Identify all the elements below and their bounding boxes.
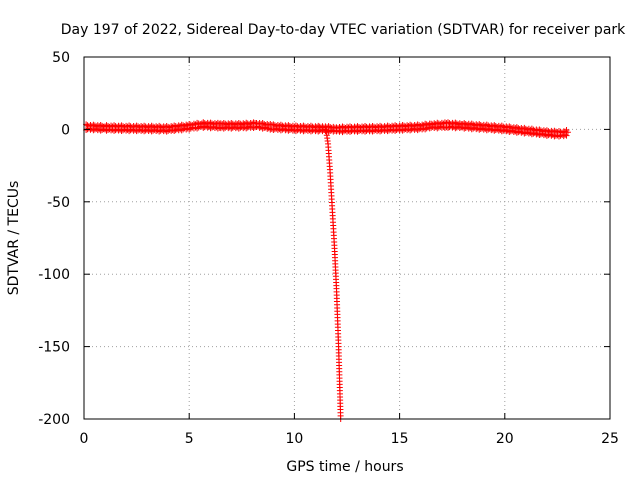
data-point-marker (447, 123, 454, 130)
plot-frame (83, 56, 611, 420)
data-point-marker (93, 125, 100, 132)
data-point-marker (210, 123, 217, 130)
chart-title: Day 197 of 2022, Sidereal Day-to-day VTE… (61, 22, 626, 38)
data-point-marker (250, 119, 257, 126)
series-baseline (83, 119, 571, 140)
x-tick-label: 15 (391, 431, 409, 447)
x-tick-label: 20 (496, 431, 514, 447)
data-point-marker (455, 123, 462, 130)
grid-lines (84, 57, 610, 419)
data-point-marker (250, 125, 257, 132)
data-point-marker (97, 127, 104, 134)
y-tick-label: 0 (61, 122, 70, 138)
x-tick-label: 5 (185, 431, 194, 447)
y-tick-label: -150 (38, 340, 70, 356)
x-axis-label: GPS time / hours (286, 459, 403, 475)
y-tick-label: 50 (52, 50, 70, 66)
y-axis-label: SDTVAR / TECUs (6, 181, 22, 296)
axis-ticks: 0 5 10 15 20 25 50 0 -50 -100 -150 -200 (38, 50, 619, 447)
x-tick-label: 25 (601, 431, 619, 447)
data-point-marker (214, 119, 221, 126)
data-point-marker (563, 132, 570, 139)
data-point-marker (562, 131, 569, 138)
y-tick-label: -100 (38, 267, 70, 283)
data-point-marker (86, 125, 93, 132)
y-tick-label: -200 (38, 412, 70, 428)
y-tick-label: -50 (47, 195, 70, 211)
data-point-marker (560, 133, 567, 140)
series-drop (322, 126, 344, 422)
data-point-marker (564, 129, 571, 136)
x-tick-label: 0 (80, 431, 89, 447)
data-point-marker (203, 123, 210, 130)
data-point-marker (456, 125, 463, 132)
x-tick-label: 10 (285, 431, 303, 447)
data-point-marker (213, 124, 220, 131)
data-series (83, 119, 571, 422)
